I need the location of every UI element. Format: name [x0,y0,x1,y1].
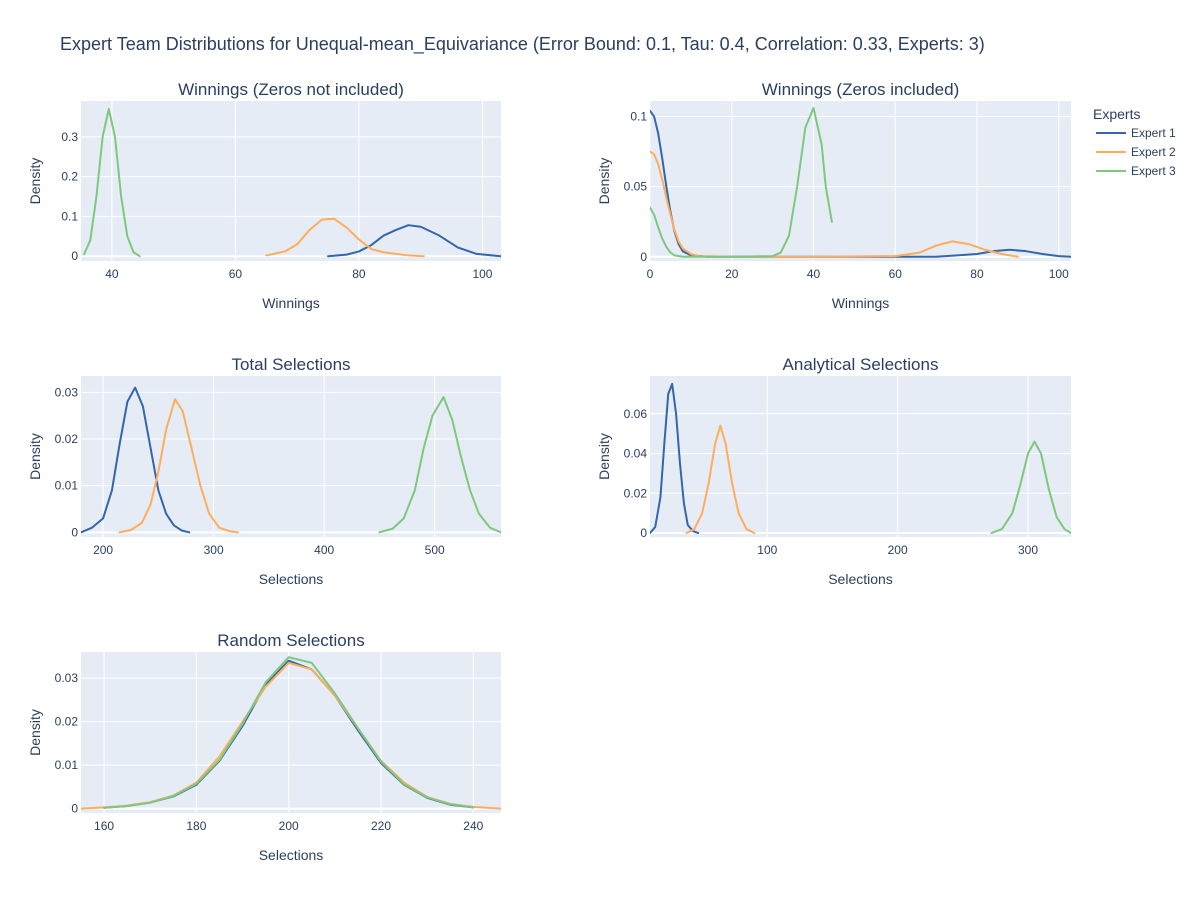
series-line-expert-3[interactable] [650,107,833,258]
series-line-expert-3[interactable] [378,396,501,534]
series-group [83,107,501,258]
x-tick-label: 240 [463,819,483,833]
series-group [650,382,1071,535]
plot-area[interactable] [81,101,501,261]
x-tick-label: 180 [186,819,206,833]
figure-title: Expert Team Distributions for Unequal-me… [60,34,985,55]
series-line-expert-3[interactable] [990,440,1071,535]
series-group [81,386,501,534]
subplot-title: Analytical Selections [783,355,939,374]
x-tick-label: 200 [279,819,299,833]
x-tick-label: 100 [1049,267,1069,281]
legend-item-expert-2[interactable]: Expert 2 [1096,145,1176,159]
x-tick-label: 40 [807,267,821,281]
subplot-winnings-zeros-included: 0 20 40 60 80 100 0 0.05 0.1 Winnings (Zeros incl… [596,80,1071,311]
legend: Experts Expert 1 Expert 2 Expert 3 [1093,106,1176,178]
series-group [650,107,1071,258]
y-axis-label: Density [27,709,43,756]
subplot-title: Winnings (Zeros included) [762,80,959,99]
subplot-total-selections: 200 300 400 500 0 0.01 0.02 0.03 Total Selection… [27,355,501,587]
y-tick-label: 0 [71,249,78,263]
x-axis-label: Selections [828,571,893,587]
y-tick-label: 0.03 [55,671,79,685]
x-axis-label: Winnings [832,295,890,311]
y-axis-label: Density [596,158,612,205]
plot-area[interactable] [650,101,1071,261]
y-axis-label: Density [596,433,612,480]
plot-area[interactable] [81,376,501,537]
series-line-expert-3[interactable] [83,107,141,258]
subplot-winnings-zeros-not-included: 40 60 80 100 0 0.1 0.2 0.3 Winnings (Zeros not i… [27,80,501,311]
x-axis-label: Selections [259,571,324,587]
x-tick-label: 500 [425,543,445,557]
y-tick-label: 0 [71,802,78,816]
x-tick-label: 160 [94,819,114,833]
y-tick-label: 0.01 [55,479,79,493]
legend-label-expert-1: Expert 1 [1131,126,1176,140]
legend-title: Experts [1093,106,1140,122]
y-tick-label: 0.02 [55,715,79,729]
x-tick-label: 300 [1018,543,1038,557]
series-line-expert-2[interactable] [118,398,239,534]
plot-area[interactable] [81,652,501,813]
x-tick-label: 80 [352,267,366,281]
series-line-expert-2[interactable] [685,424,756,535]
plot-area[interactable] [650,376,1071,537]
series-line-expert-3[interactable] [103,656,475,809]
series-group [81,656,501,810]
y-tick-label: 0.02 [55,432,79,446]
y-tick-label: 0.1 [630,109,647,123]
x-axis-label: Winnings [262,295,320,311]
y-tick-label: 0.1 [61,209,78,223]
legend-label-expert-3: Expert 3 [1131,164,1176,178]
x-tick-label: 20 [725,267,739,281]
subplot-random-selections: 160 180 200 220 240 0 0.01 0.02 0.03 Random Selec… [27,631,501,863]
y-tick-label: 0.06 [624,407,648,421]
x-tick-label: 60 [889,267,903,281]
y-tick-label: 0.04 [624,447,648,461]
subplot-analytical-selections: 100 200 300 0 0.02 0.04 0.06 Analytical Selecti… [596,355,1071,587]
x-tick-label: 200 [93,543,113,557]
legend-item-expert-1[interactable]: Expert 1 [1096,126,1176,140]
subplot-title: Winnings (Zeros not included) [178,80,404,99]
x-tick-label: 400 [314,543,334,557]
x-axis-label: Selections [259,847,324,863]
x-tick-label: 40 [105,267,119,281]
y-tick-label: 0.3 [61,130,78,144]
legend-label-expert-2: Expert 2 [1131,145,1176,159]
x-tick-label: 200 [888,543,908,557]
x-tick-label: 100 [757,543,777,557]
y-tick-label: 0.05 [624,180,648,194]
subplot-title: Total Selections [231,355,350,374]
y-axis-label: Density [27,433,43,480]
series-line-expert-1[interactable] [327,224,501,258]
x-tick-label: 60 [229,267,243,281]
x-tick-label: 0 [647,267,654,281]
series-line-expert-1[interactable] [81,386,191,534]
x-tick-label: 300 [204,543,224,557]
legend-item-expert-3[interactable]: Expert 3 [1096,164,1176,178]
y-tick-label: 0 [71,525,78,539]
y-tick-label: 0.01 [55,758,79,772]
y-axis-label: Density [27,158,43,205]
y-tick-label: 0 [640,526,647,540]
y-tick-label: 0.02 [624,486,648,500]
series-line-expert-1[interactable] [650,382,700,535]
y-tick-label: 0.03 [55,385,79,399]
x-tick-label: 220 [371,819,391,833]
series-line-expert-2[interactable] [265,217,425,258]
subplot-title: Random Selections [217,631,364,650]
y-tick-label: 0.2 [61,170,78,184]
x-tick-label: 100 [472,267,492,281]
x-tick-label: 80 [970,267,984,281]
y-tick-label: 0 [640,250,647,264]
